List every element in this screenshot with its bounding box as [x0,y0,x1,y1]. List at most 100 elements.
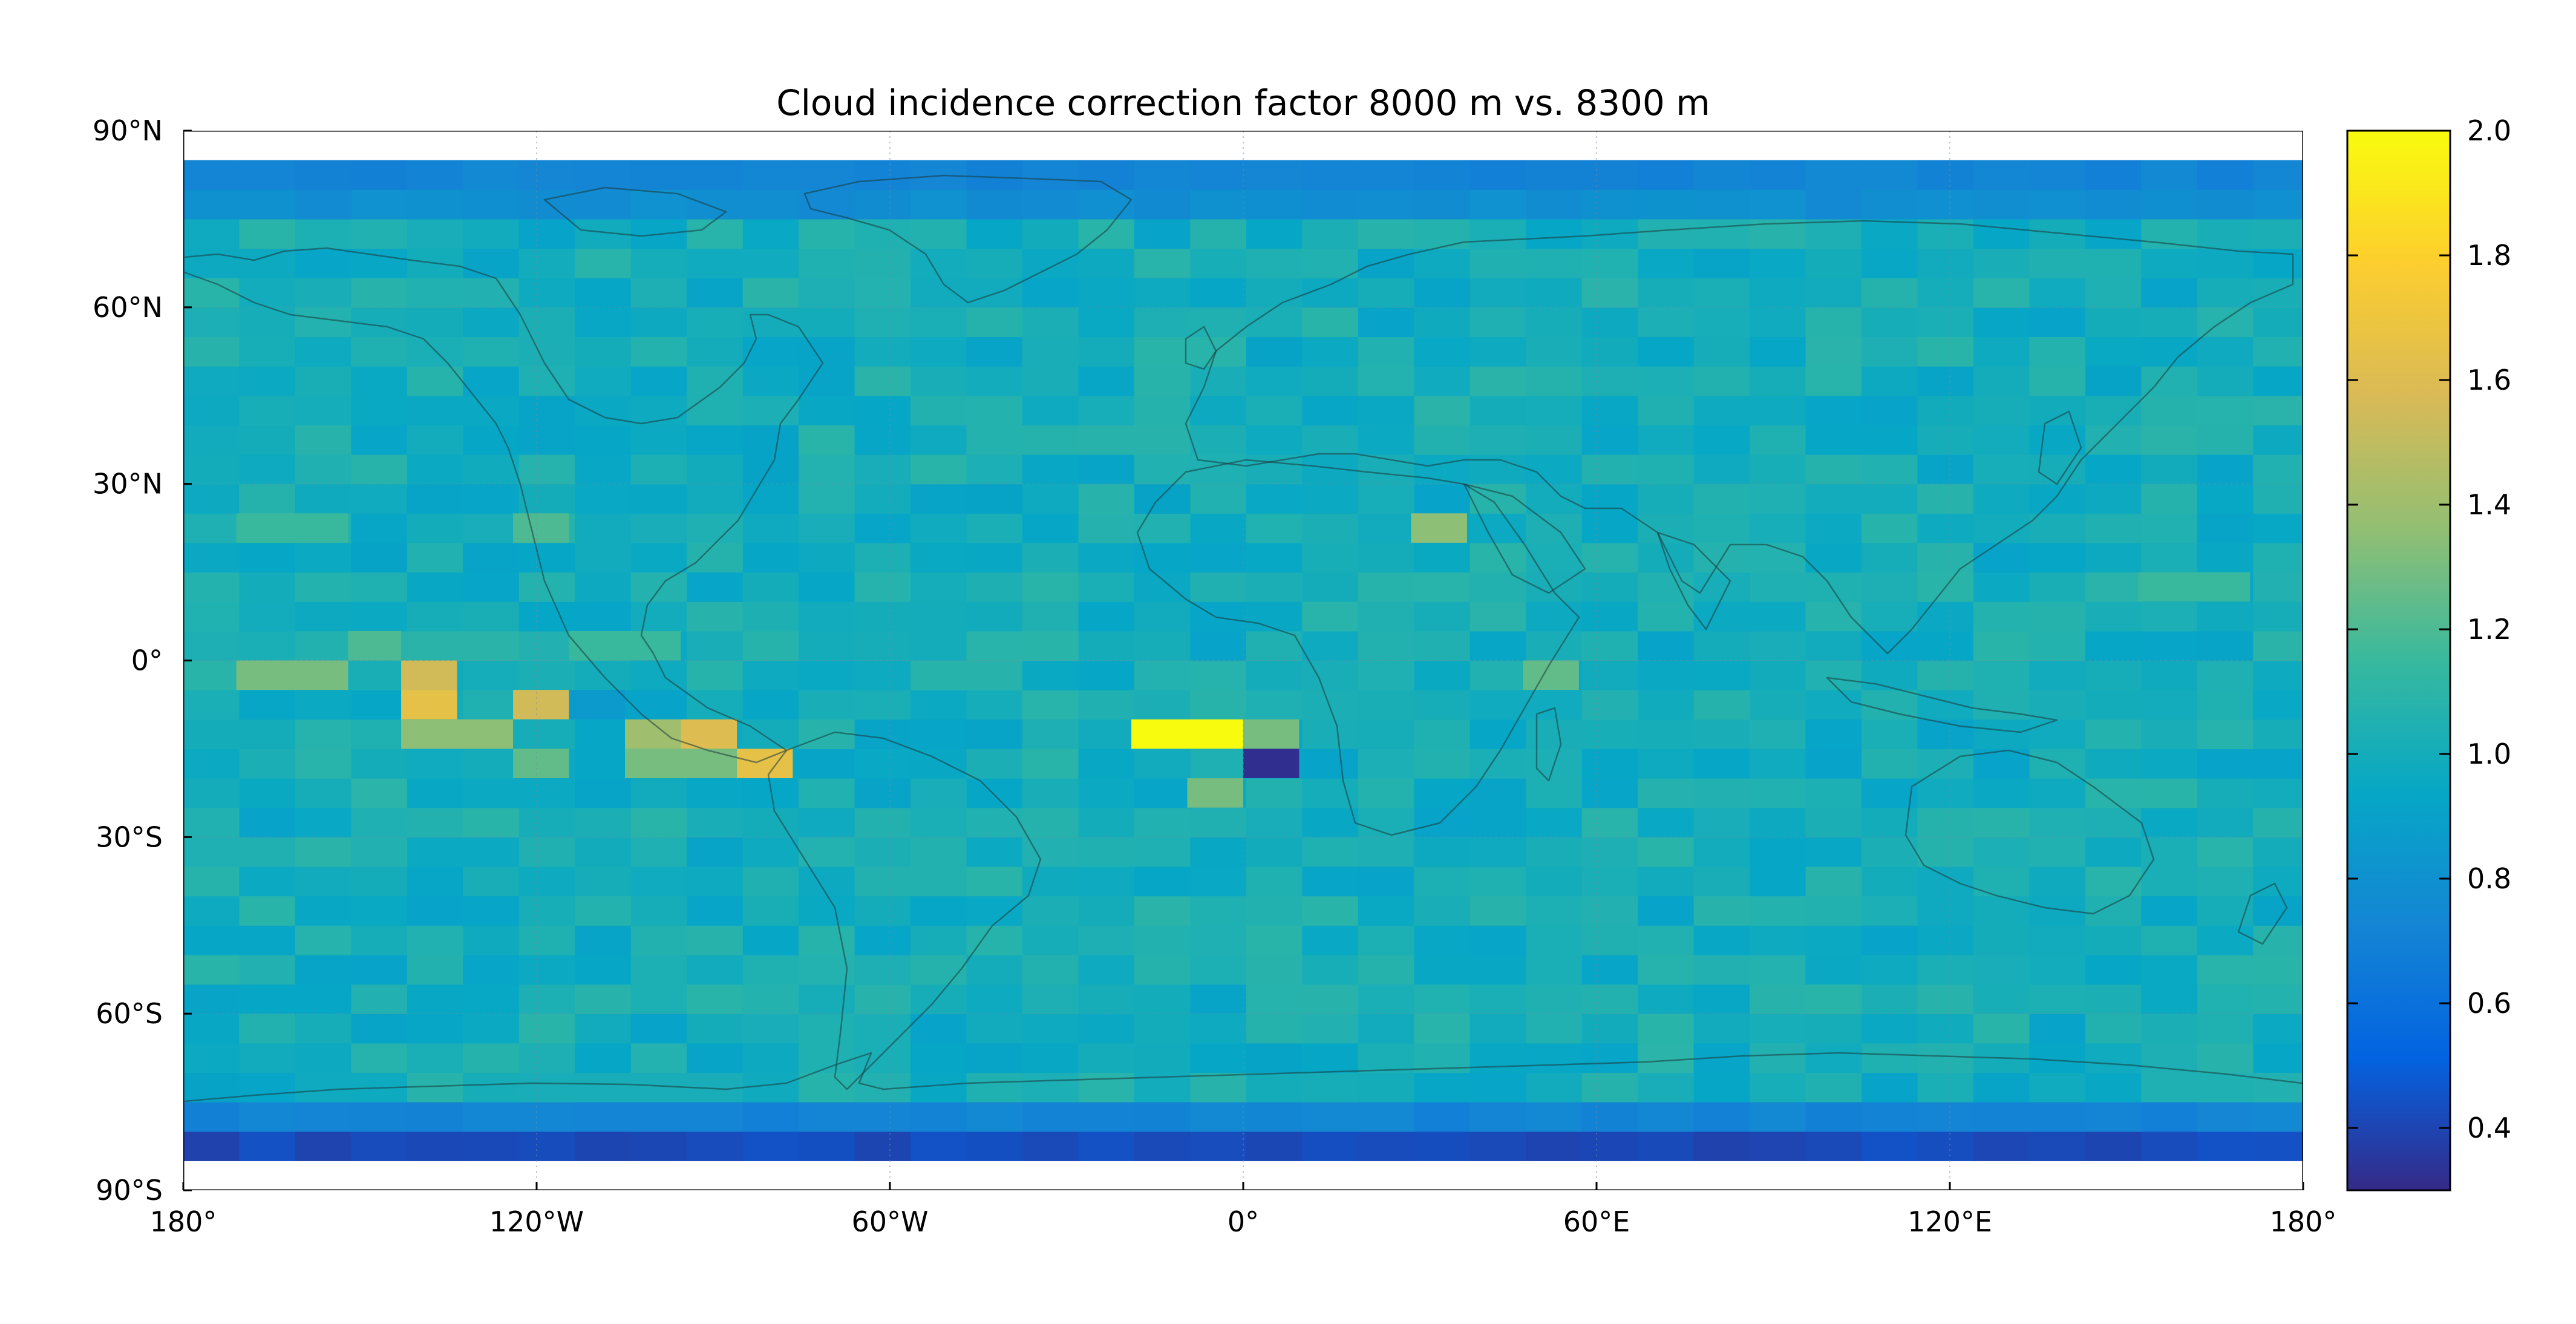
heatmap-cell [1862,1102,1918,1132]
heatmap-anomaly-cell [513,690,569,719]
heatmap-cell [2141,425,2198,455]
heatmap-cell [1862,749,1918,779]
heatmap-cell [799,1102,855,1132]
heatmap-cell [295,336,351,367]
heatmap-cell [630,454,687,485]
heatmap-cell [1469,807,1526,837]
heatmap-cell [351,1014,408,1044]
heatmap-cell [1078,690,1135,720]
heatmap-cell [1469,867,1526,897]
heatmap-cell [1917,542,1974,573]
heatmap-cell [1917,749,1974,779]
heatmap-cell [1581,513,1638,543]
heatmap-cell [1917,867,1974,897]
heatmap-cell [799,984,855,1014]
heatmap-cell [2197,660,2254,690]
heatmap-cell [1469,660,1526,690]
heatmap-cell [1022,807,1079,837]
heatmap-cell [463,366,520,396]
heatmap-cell [630,778,687,808]
coastline-japan [2038,410,2082,485]
heatmap-cell [1358,1014,1414,1044]
heatmap-cell [966,336,1023,367]
heatmap-cell [966,218,1023,249]
heatmap-cell [1862,425,1918,455]
heatmap-cell [575,425,632,455]
heatmap-cell [1022,160,1079,190]
heatmap-cell [1246,572,1303,602]
heatmap-cell [2253,690,2303,720]
heatmap-cell [630,1043,687,1073]
heatmap-cell [463,660,520,690]
heatmap-cell [1805,572,1862,602]
heatmap-cell [2197,1102,2254,1132]
heatmap-cell [1581,660,1638,690]
heatmap-cell [183,189,240,220]
heatmap-cell [2197,366,2254,396]
heatmap-cell [742,837,799,867]
heatmap-cell [1693,984,1750,1014]
heatmap-cell [630,867,687,897]
colorbar-tick-label: 0.6 [2467,987,2511,1020]
heatmap-cell [2029,425,2086,455]
heatmap-cell [575,336,632,367]
heatmap-cell [1638,1102,1695,1132]
heatmap-cell [1469,278,1526,308]
heatmap-cell [1078,778,1135,808]
heatmap-cell [2085,1131,2142,1161]
heatmap-cell [518,366,575,396]
heatmap-cell [1414,925,1471,955]
heatmap-cell [966,248,1023,278]
heatmap-cell [854,954,911,985]
heatmap-cell [687,984,744,1014]
heatmap-cell [2141,601,2198,632]
heatmap-cell [1078,189,1135,220]
heatmap-cell [2253,572,2303,602]
heatmap-cell [2029,542,2086,573]
heatmap-cell [2085,483,2142,514]
heatmap-cell [1078,954,1135,985]
heatmap-cell [1750,336,1806,367]
x-tick-label: 120°W [489,1205,584,1238]
heatmap-cell [854,218,911,249]
heatmap-cell [854,660,911,690]
heatmap-cell [575,307,632,337]
heatmap-cell [1526,1102,1583,1132]
heatmap-cell [1862,1131,1918,1161]
heatmap-cell [1358,542,1414,573]
heatmap-cell [2029,1014,2086,1044]
heatmap-cell [799,278,855,308]
heatmap-cell [2197,1131,2254,1161]
heatmap-cell [1469,307,1526,337]
heatmap-cell [183,1102,240,1132]
heatmap-cell [295,189,351,220]
heatmap-cell [1750,454,1806,485]
heatmap-cell [1414,719,1471,749]
heatmap-cell [630,925,687,955]
heatmap-cell [1190,542,1247,573]
heatmap-cell [2253,1014,2303,1044]
heatmap-cell [463,248,520,278]
heatmap-cell [1638,395,1695,425]
heatmap-cell [2029,307,2086,337]
heatmap-cell [407,749,463,779]
heatmap-cell [1022,837,1079,867]
heatmap-cell [295,483,351,514]
map-area [183,131,2303,1190]
heatmap-cell [910,1102,967,1132]
heatmap-cell [183,1131,240,1161]
heatmap-cell [2085,984,2142,1014]
heatmap-cell [2197,1072,2254,1103]
heatmap-cell [1917,1043,1974,1073]
heatmap-cell [1190,160,1247,190]
heatmap-cell [1022,189,1079,220]
heatmap-cell [1693,749,1750,779]
heatmap-cell [1581,984,1638,1014]
heatmap-cell [1134,395,1191,425]
heatmap-cell [687,837,744,867]
heatmap-cell [2085,1072,2142,1103]
heatmap-cell [1638,749,1695,779]
heatmap-cell [966,925,1023,955]
heatmap-cell [2141,660,2198,690]
heatmap-cell [910,984,967,1014]
